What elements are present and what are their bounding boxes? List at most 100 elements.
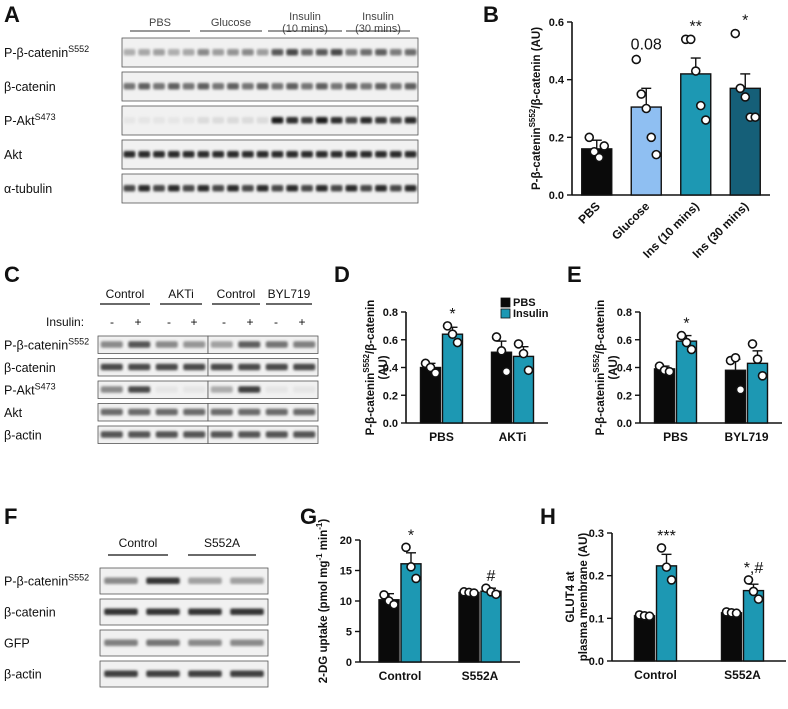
blot-band: [375, 151, 387, 158]
data-point: [523, 365, 534, 376]
data-point: [411, 573, 421, 584]
data-point: [452, 337, 463, 348]
blot-band: [197, 117, 210, 124]
western-blot-a: PBS Glucose Insulin(10 mins)Insulin(30 min…: [4, 11, 419, 204]
blot-band: [345, 49, 358, 56]
blot-band: [167, 185, 180, 192]
blot-band: [265, 408, 288, 416]
y-axis-label-main: GLUT4 at: [565, 571, 577, 622]
significance-label: *: [408, 527, 414, 544]
blot-band: [146, 577, 180, 584]
insulin-sign: -: [167, 315, 171, 329]
blot-band: [301, 83, 313, 90]
blot-band: [315, 117, 328, 124]
blot-strip: [121, 139, 419, 170]
blot-band: [183, 341, 206, 348]
western-blot-f: Control S552A P-β-cateninS552 β-catenin GFP β…: [4, 536, 269, 688]
y-axis-label-main: P-β-catenin: [595, 373, 607, 436]
blot-strip: [207, 380, 319, 399]
y-tick-label: 0.4: [549, 75, 565, 87]
chart-h: 0.0 0.1 0.2 0.3 GLUT4 at plasma membrane (AU)…: [565, 528, 786, 682]
y-tick-label: 0.2: [383, 390, 398, 402]
y-axis-label-sup: S552: [592, 353, 601, 372]
y-axis-label-rest: /β-catenin (AU): [531, 27, 543, 109]
blot-band: [153, 151, 165, 158]
blot-row-label-main: P-Akt: [4, 383, 35, 397]
blot-band: [210, 363, 233, 371]
blot-band: [375, 49, 387, 56]
y-tick-label: 15: [340, 566, 352, 578]
blot-band: [301, 151, 313, 158]
x-tick-label: BYL719: [724, 430, 768, 444]
blot-strip: [207, 425, 319, 444]
y-axis-label: P-β-cateninS552/β-catenin: [592, 300, 607, 436]
data-point: [666, 575, 677, 585]
significance-label: *: [449, 306, 455, 323]
blot-row-label: β-catenin: [4, 361, 56, 375]
blot-band: [256, 83, 269, 90]
data-point: [748, 586, 759, 597]
data-point: [401, 542, 411, 553]
blot-band: [238, 431, 261, 438]
y-tick-label: 0.6: [383, 335, 398, 347]
blot-band: [212, 49, 225, 56]
blot-band: [404, 49, 417, 56]
x-tick-label: Control: [379, 669, 422, 683]
data-point: [584, 132, 595, 143]
blot-band: [128, 386, 151, 393]
blot-band: [301, 185, 313, 192]
y-axis-label-sup: S552: [362, 353, 371, 372]
blot-band: [212, 83, 225, 90]
legend-swatch: [500, 308, 511, 319]
blot-band: [104, 639, 138, 646]
blot-band: [155, 386, 178, 393]
blot-band: [227, 185, 239, 192]
blot-row-label: α-tubulin: [4, 182, 52, 196]
y-tick-label: 0.0: [617, 418, 632, 430]
bar-pbs: [720, 612, 743, 662]
y-axis-label-end: ): [318, 519, 330, 523]
panel-label-d: D: [334, 262, 350, 287]
blot-row-label: Akt: [4, 148, 23, 162]
blot-band: [265, 431, 288, 438]
blot-row-label-main: β-actin: [4, 428, 42, 442]
y-axis-label-main: 2-DG uptake (pmol mg: [318, 561, 330, 684]
data-point: [730, 28, 741, 39]
significance-label: *,#: [744, 560, 764, 577]
blot-group-label: (10 mins): [282, 23, 328, 35]
data-point: [644, 611, 655, 622]
blot-band: [212, 117, 225, 124]
data-point: [740, 92, 751, 102]
blot-band: [271, 117, 284, 124]
data-point: [406, 562, 416, 572]
bar-insulin: [441, 333, 464, 424]
blot-band: [330, 151, 343, 158]
data-point: [469, 588, 479, 598]
blot-row-label: β-catenin: [4, 80, 56, 94]
blot-band: [128, 363, 151, 371]
blot-band: [197, 83, 210, 90]
y-tick-label: 0: [346, 657, 352, 669]
blot-band: [241, 83, 254, 90]
blot-row-label-main: Akt: [4, 406, 23, 420]
data-point: [518, 348, 529, 359]
blot-band: [138, 185, 151, 192]
blot-band: [123, 49, 136, 56]
blot-band: [197, 151, 210, 158]
data-point: [752, 354, 763, 364]
western-blot-c: Control AKTi Control BYL719 Insulin: - + - + - + - +…: [4, 287, 319, 444]
blot-band: [238, 408, 261, 416]
blot-band: [345, 185, 358, 192]
significance-label: 0.08: [631, 36, 662, 53]
blot-group-label: Insulin: [362, 11, 394, 23]
y-axis-label-main: P-β-catenin: [365, 373, 377, 436]
data-point: [599, 141, 610, 151]
insulin-sign: -: [274, 315, 278, 329]
blot-row-label: P-β-cateninS552: [4, 44, 89, 60]
blot-band: [389, 49, 402, 56]
y-axis-label-rest: /β-catenin: [595, 300, 607, 354]
data-point: [735, 83, 746, 94]
blot-band: [167, 83, 180, 90]
insulin-row-label: Insulin:: [46, 315, 84, 329]
blot-band: [155, 408, 178, 416]
